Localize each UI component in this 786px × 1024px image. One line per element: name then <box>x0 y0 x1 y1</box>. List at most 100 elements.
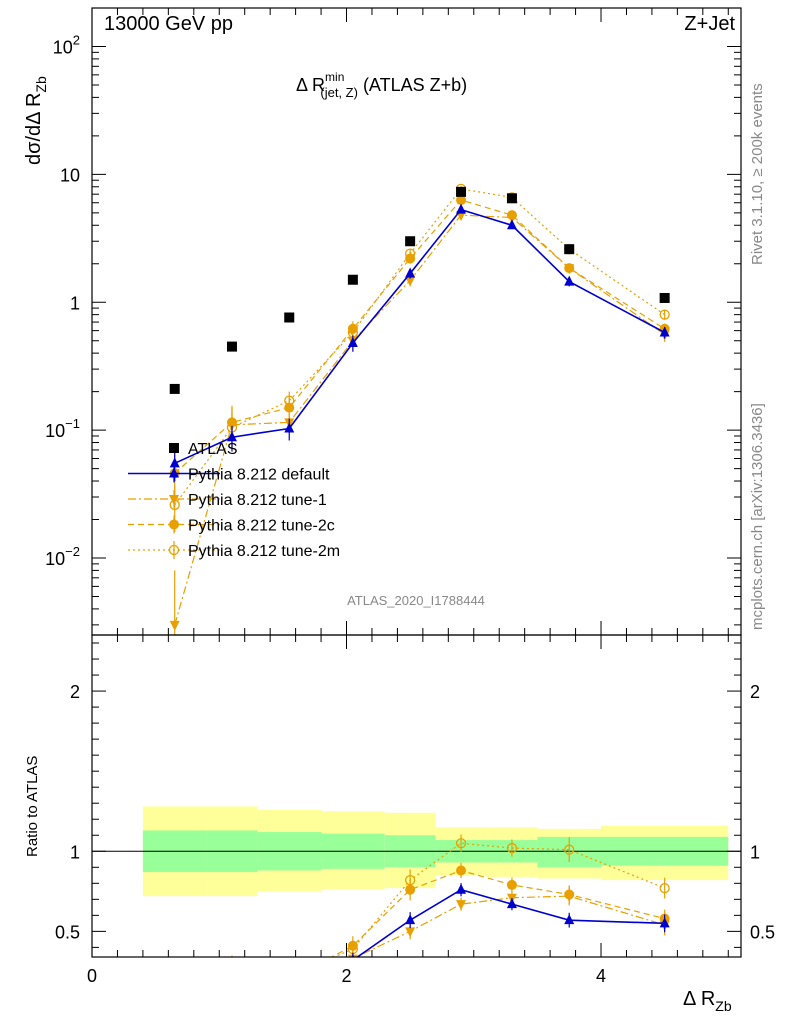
ratio-y-tick-label-right: 1 <box>750 842 760 862</box>
ratio-point-tune2c <box>405 884 416 895</box>
ratio-point-default <box>405 914 416 925</box>
ratio-y-tick-label-right: 0.5 <box>750 922 775 942</box>
point-tune2c <box>347 323 358 334</box>
main-y-tick-base: 10 <box>53 37 73 57</box>
y-axis-label: dσ/dΔ RZb <box>23 76 49 165</box>
ratio-point-default <box>564 914 575 925</box>
main-y-tick-label: 102 <box>53 32 80 57</box>
ratio-y-tick-label: 2 <box>70 682 80 702</box>
main-y-tick-base: 10 <box>45 549 65 569</box>
main-y-tick-base: 1 <box>70 293 80 313</box>
series-line-tune2m <box>174 188 665 506</box>
point-default <box>456 203 467 214</box>
point-tune2c <box>506 210 517 221</box>
legend-label-tune1: Pythia 8.212 tune-1 <box>188 492 327 509</box>
x-axis-label: Δ RZb <box>683 988 732 1014</box>
plot-title-main: Δ R <box>296 75 325 95</box>
y-axis-label-main: dσ/dΔ R <box>23 93 45 165</box>
point-default <box>564 275 575 286</box>
point-tune1 <box>169 620 180 631</box>
ratio-axis-label: Ratio to ATLAS <box>24 756 41 857</box>
rivet-label: Rivet 3.1.10, ≥ 200k events <box>749 83 766 265</box>
main-series-layer <box>169 183 670 635</box>
mcplots-label: mcplots.cern.ch [arXiv:1306.3436] <box>749 403 766 630</box>
point-default <box>405 267 416 278</box>
ratio-point-tune2m <box>285 972 294 981</box>
ratio-point-tune2m <box>506 842 518 854</box>
point-tune2m <box>659 309 670 320</box>
ratio-point-tune2c <box>506 879 517 890</box>
ratio-series-layer <box>92 834 741 1015</box>
y-axis-label-sub: Zb <box>33 76 49 93</box>
ratio-line-default <box>356 888 665 957</box>
point-data <box>506 193 517 204</box>
ratio-y-tick-label: 0.5 <box>55 922 80 942</box>
x-tick-label: 4 <box>596 966 606 986</box>
main-series-clipped <box>169 183 670 635</box>
x-tick-label: 0 <box>87 966 97 986</box>
point-data <box>405 236 416 247</box>
ratio-point-default <box>351 954 355 957</box>
main-y-tick-base: 10 <box>45 421 65 441</box>
legend-marker-tune1 <box>169 495 179 505</box>
ratio-frame <box>91 634 742 958</box>
point-default <box>659 326 670 337</box>
ratio-point-tune2c <box>456 865 467 876</box>
energy-label: 13000 GeV pp <box>104 13 233 35</box>
legend-label-tune2m: Pythia 8.212 tune-2m <box>188 543 340 560</box>
legend-label-default: Pythia 8.212 default <box>188 467 330 484</box>
ratio-point-tune1 <box>227 969 237 979</box>
point-data <box>284 312 295 323</box>
ratio-point-default <box>506 898 517 909</box>
ratio-point-default <box>170 964 180 974</box>
main-y-tick-label: 10−2 <box>45 544 80 569</box>
main-y-tick-exp: 2 <box>73 32 80 47</box>
point-default <box>169 457 180 468</box>
ratio-y-tick-label: 1 <box>70 842 80 862</box>
x-axis-label-main: Δ R <box>683 988 715 1010</box>
ratio-line-tune1 <box>354 895 665 957</box>
ratio-point-tune2m <box>170 988 179 997</box>
point-tune1 <box>405 276 416 287</box>
point-data <box>659 292 670 303</box>
legend-marker-tune2m <box>168 544 180 556</box>
point-default <box>284 422 295 433</box>
ratio-point-default <box>659 917 670 928</box>
legend: ATLAS Pythia 8.212 default Pythia 8.212 tu… <box>128 441 340 560</box>
ratio-point-tune2c <box>170 971 180 981</box>
ratio-line-tune2c <box>330 869 665 957</box>
main-y-tick-label: 10 <box>60 165 80 185</box>
ratio-point-tune2c <box>564 889 575 900</box>
legend-label-tune2c: Pythia 8.212 tune-2c <box>188 518 335 535</box>
process-label: Z+Jet <box>684 13 735 35</box>
ratio-series-clipped <box>92 834 741 1015</box>
point-tune2c <box>226 417 237 428</box>
point-tune2c <box>405 253 416 264</box>
ratio-point-tune2m <box>564 844 575 855</box>
point-data <box>347 274 358 285</box>
ratio-point-tune2c <box>227 965 237 975</box>
ratio-point-tune1 <box>405 927 416 938</box>
analysis-id: ATLAS_2020_I1788444 <box>347 593 485 608</box>
legend-marker-default <box>169 467 179 478</box>
ratio-point-tune2m <box>455 838 467 849</box>
ratio-point-tune1 <box>170 1005 180 1015</box>
point-default <box>506 219 517 230</box>
legend-marker-tune2c <box>169 519 179 530</box>
ratio-point-default <box>227 973 237 983</box>
point-tune2c <box>456 195 467 206</box>
ratio-point-tune1 <box>456 900 467 911</box>
legend-label-data: ATLAS <box>188 441 238 458</box>
point-default <box>347 337 358 348</box>
main-y-tick-base: 10 <box>60 165 80 185</box>
legend-marker-data <box>169 443 179 453</box>
point-tune2c <box>284 402 295 413</box>
ratio-point-default <box>284 983 294 993</box>
main-y-tick-exp: −2 <box>65 544 80 559</box>
ratio-point-default <box>456 883 467 894</box>
plot-title: Δ Rmin (jet, Z) (ATLAS Z+b) <box>296 70 467 100</box>
series-line-tune1 <box>174 214 665 626</box>
plot-title-sup: min <box>325 70 344 84</box>
